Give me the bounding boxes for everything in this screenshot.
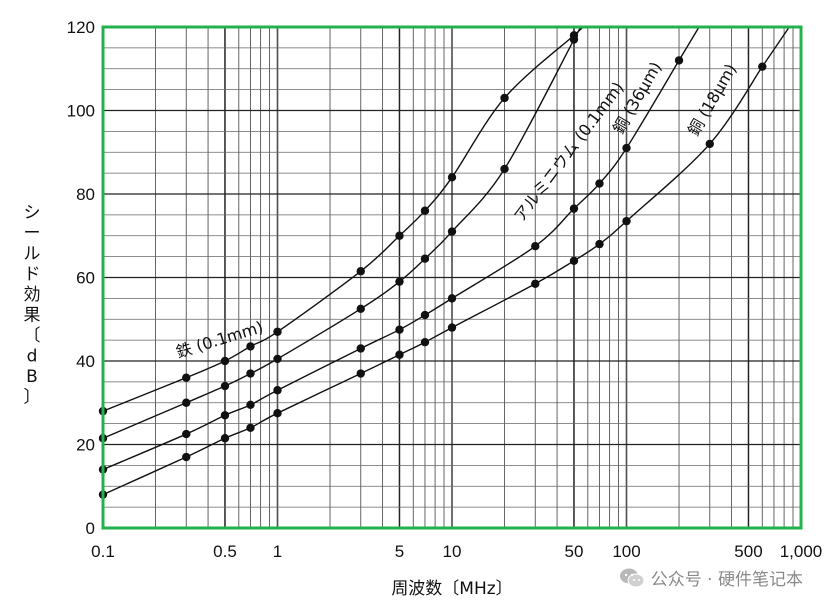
- data-point: [758, 62, 767, 71]
- x-axis-title: 周波数〔MHz〕: [391, 579, 512, 599]
- x-tick-label: 50: [565, 542, 584, 561]
- y-tick-label: 120: [67, 18, 95, 37]
- data-point: [500, 164, 509, 174]
- data-point: [220, 356, 230, 366]
- data-point: [447, 227, 457, 236]
- data-point: [220, 381, 230, 391]
- data-point: [273, 408, 282, 418]
- data-point: [531, 241, 540, 251]
- data-point: [595, 179, 604, 188]
- data-point: [622, 143, 631, 153]
- data-point: [220, 411, 230, 420]
- data-point: [220, 434, 230, 443]
- data-point: [395, 231, 404, 240]
- data-point: [246, 400, 255, 410]
- data-point: [420, 206, 430, 215]
- data-point: [531, 279, 540, 288]
- wechat-icon: [619, 568, 645, 587]
- x-tick-label: 5: [395, 542, 404, 561]
- data-point: [246, 369, 255, 378]
- data-point: [447, 294, 457, 303]
- data-point: [273, 386, 282, 395]
- data-point: [569, 204, 579, 213]
- data-point: [356, 369, 365, 378]
- x-tick-label: 1,000: [780, 542, 823, 561]
- watermark-text: 公众号 · 硬件笔记本: [650, 570, 803, 590]
- y-tick-label: 80: [76, 185, 95, 204]
- series-line-1: [102, 26, 582, 439]
- series-lines: [102, 26, 790, 496]
- data-point: [356, 267, 365, 276]
- x-tick-labels: 0.1 0.5 1 5 10 50 100 500 1,000: [91, 542, 822, 561]
- data-point: [182, 429, 191, 439]
- series-line-0: [102, 26, 584, 412]
- data-point: [182, 452, 191, 462]
- data-point: [447, 173, 457, 182]
- data-point: [395, 325, 404, 334]
- data-point: [246, 342, 255, 351]
- x-tick-label: 0.1: [91, 542, 115, 561]
- data-point: [420, 310, 430, 320]
- data-point: [595, 239, 604, 249]
- data-point: [395, 277, 404, 286]
- data-point: [395, 350, 404, 359]
- data-point: [447, 323, 457, 332]
- y-tick-label: 40: [76, 352, 95, 371]
- series-label-iron: 鉄 (0.1mm): [174, 317, 266, 362]
- data-point: [273, 327, 282, 336]
- plot-frame: [101, 25, 803, 530]
- grid: [103, 27, 802, 528]
- watermark: 公众号 · 硬件笔记本: [619, 565, 803, 590]
- data-point: [705, 139, 714, 149]
- data-point: [420, 254, 430, 263]
- y-tick-label: 0: [86, 519, 95, 538]
- data-point: [182, 398, 191, 407]
- data-point: [273, 354, 282, 364]
- data-point: [246, 423, 255, 432]
- x-tick-label: 100: [612, 542, 640, 561]
- data-point: [356, 304, 365, 314]
- data-point: [569, 35, 579, 44]
- y-tick-label: 20: [76, 436, 95, 455]
- data-point: [569, 256, 579, 265]
- data-point: [674, 56, 684, 65]
- x-tick-label: 1: [273, 542, 282, 561]
- data-point: [622, 216, 631, 226]
- y-tick-label: 60: [76, 269, 95, 288]
- x-tick-label: 10: [443, 542, 462, 561]
- data-point: [500, 93, 509, 103]
- x-tick-label: 0.5: [213, 542, 237, 561]
- data-point: [356, 344, 365, 353]
- y-axis-title: シールド効果〔 d B 〕: [24, 203, 41, 408]
- data-point: [420, 338, 430, 347]
- series-points: [98, 31, 767, 499]
- y-tick-label: 100: [67, 102, 95, 121]
- y-tick-labels: 0 20 40 60 80 100 120: [67, 18, 95, 538]
- data-point: [182, 373, 191, 382]
- x-tick-label: 500: [734, 542, 762, 561]
